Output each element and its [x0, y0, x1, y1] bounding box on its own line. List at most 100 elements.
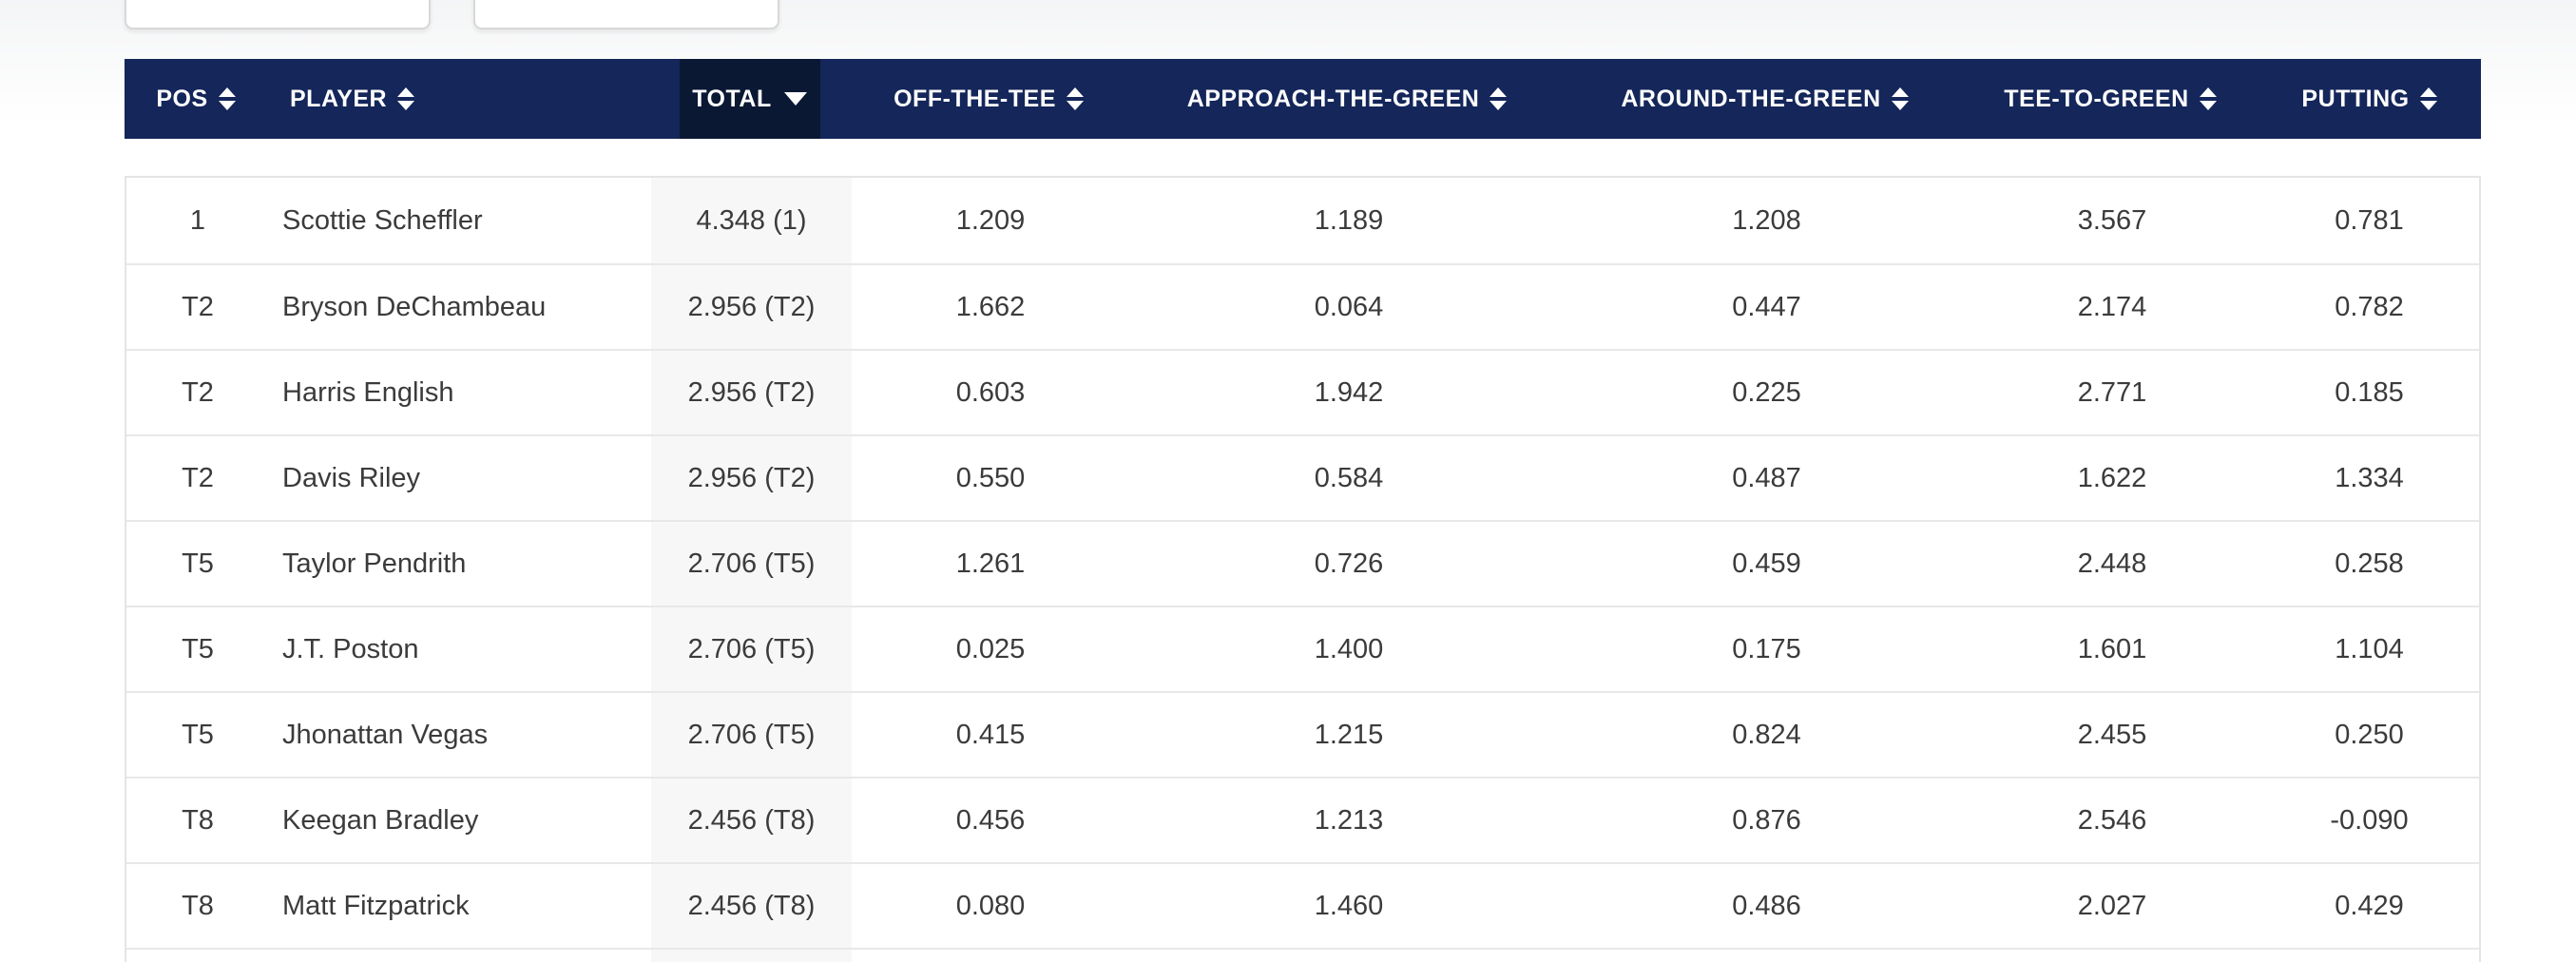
player-cell: Taylor Pendrith — [282, 548, 467, 579]
column-header-off-the-tee[interactable]: OFF-THE-TEE — [850, 59, 1127, 139]
pos-cell: T5 — [182, 719, 214, 750]
around-the-green-cell: 0.225 — [1732, 376, 1801, 408]
pos-cell: T2 — [182, 462, 214, 493]
table-row: T2 Harris English 2.956 (T2) 0.603 1.942… — [126, 349, 2479, 434]
table-body: 1 Scottie Scheffler 4.348 (1) 1.209 1.18… — [125, 176, 2481, 962]
table-row: T8 Matt Fitzpatrick 2.456 (T8) 0.080 1.4… — [126, 862, 2479, 948]
sort-arrows-icon — [1066, 87, 1084, 110]
tee-to-green-cell: 2.174 — [2077, 291, 2147, 322]
approach-the-green-cell: 1.189 — [1314, 204, 1384, 236]
around-the-green-cell: 0.824 — [1732, 719, 1801, 750]
pos-cell: 1 — [189, 204, 206, 236]
around-the-green-cell: 1.208 — [1732, 204, 1801, 236]
player-cell: Bryson DeChambeau — [282, 291, 547, 322]
tee-to-green-cell: 3.567 — [2077, 204, 2147, 236]
column-header-tee-to-green[interactable]: TEE-TO-GREEN — [1963, 59, 2258, 139]
pos-cell: T2 — [182, 291, 214, 322]
approach-the-green-cell: 1.942 — [1314, 376, 1384, 408]
table-row: 1 Scottie Scheffler 4.348 (1) 1.209 1.18… — [126, 178, 2479, 263]
approach-the-green-cell: 0.584 — [1314, 462, 1384, 493]
column-header-putting-label: PUTTING — [2301, 85, 2410, 112]
player-cell: Harris English — [282, 376, 454, 408]
pos-cell: T2 — [182, 376, 214, 408]
off-the-tee-cell: 0.456 — [955, 804, 1026, 836]
column-header-approach-the-green[interactable]: APPROACH-THE-GREEN — [1127, 59, 1567, 139]
off-the-tee-cell: 1.209 — [955, 204, 1026, 236]
total-cell: 2.706 (T5) — [651, 522, 852, 606]
sort-arrows-icon — [2199, 87, 2217, 110]
table-header-row: POS PLAYER TOTAL OFF-THE-TEE APPROACH-TH… — [125, 59, 2481, 139]
total-cell: 2.956 (T2) — [651, 351, 852, 434]
column-header-total-label: TOTAL — [692, 85, 772, 112]
approach-the-green-cell: 0.726 — [1314, 548, 1384, 579]
around-the-green-cell — [1568, 950, 1965, 962]
off-the-tee-cell — [852, 950, 1129, 962]
approach-the-green-cell — [1129, 950, 1568, 962]
player-cell: Scottie Scheffler — [282, 204, 483, 236]
player-cell: Matt Fitzpatrick — [282, 890, 470, 921]
total-cell — [651, 950, 852, 962]
pos-cell: T5 — [182, 548, 214, 579]
putting-cell: 1.334 — [2335, 462, 2404, 493]
putting-cell: 0.258 — [2335, 548, 2404, 579]
tee-to-green-cell: 2.448 — [2077, 548, 2147, 579]
column-header-player[interactable]: PLAYER — [267, 59, 649, 139]
total-cell: 2.456 (T8) — [651, 779, 852, 862]
column-header-player-label: PLAYER — [290, 85, 388, 112]
player-cell: Davis Riley — [282, 462, 421, 493]
pos-cell — [126, 950, 269, 962]
putting-cell: 0.782 — [2335, 291, 2404, 322]
off-the-tee-cell: 0.550 — [955, 462, 1026, 493]
total-cell: 4.348 (1) — [651, 178, 852, 263]
approach-the-green-cell: 0.064 — [1314, 291, 1384, 322]
pos-cell: T8 — [182, 890, 214, 921]
around-the-green-cell: 0.459 — [1732, 548, 1801, 579]
putting-cell: 0.781 — [2335, 204, 2404, 236]
column-header-around-the-green-label: AROUND-THE-GREEN — [1621, 85, 1881, 112]
total-cell: 2.706 (T5) — [651, 607, 852, 691]
tee-to-green-cell: 2.455 — [2077, 719, 2147, 750]
off-the-tee-cell: 0.603 — [955, 376, 1026, 408]
table-row: T5 J.T. Poston 2.706 (T5) 0.025 1.400 0.… — [126, 606, 2479, 691]
player-cell: Keegan Bradley — [282, 804, 479, 836]
off-the-tee-cell: 1.261 — [955, 548, 1026, 579]
approach-the-green-cell: 1.460 — [1314, 890, 1384, 921]
pos-cell: T5 — [182, 633, 214, 664]
sort-arrows-icon — [1891, 87, 1909, 110]
column-header-total[interactable]: TOTAL — [649, 59, 850, 139]
putting-cell: 1.104 — [2335, 633, 2404, 664]
column-header-around-the-green[interactable]: AROUND-THE-GREEN — [1567, 59, 1963, 139]
tee-to-green-cell: 2.027 — [2077, 890, 2147, 921]
putting-cell: 0.250 — [2335, 719, 2404, 750]
around-the-green-cell: 0.876 — [1732, 804, 1801, 836]
sorted-column-button[interactable]: TOTAL — [679, 59, 820, 139]
column-header-tee-to-green-label: TEE-TO-GREEN — [2004, 85, 2189, 112]
sort-arrows-icon — [397, 87, 415, 110]
tee-to-green-cell: 2.546 — [2077, 804, 2147, 836]
approach-the-green-cell: 1.400 — [1314, 633, 1384, 664]
column-header-pos[interactable]: POS — [125, 59, 267, 139]
table-row-partial — [126, 948, 2479, 962]
total-cell: 2.956 (T2) — [651, 265, 852, 349]
column-header-putting[interactable]: PUTTING — [2258, 59, 2481, 139]
filter-dropdown-2[interactable] — [473, 0, 779, 29]
off-the-tee-cell: 0.415 — [955, 719, 1026, 750]
around-the-green-cell: 0.175 — [1732, 633, 1801, 664]
tee-to-green-cell: 1.601 — [2077, 633, 2147, 664]
around-the-green-cell: 0.447 — [1732, 291, 1801, 322]
around-the-green-cell: 0.487 — [1732, 462, 1801, 493]
total-cell: 2.456 (T8) — [651, 864, 852, 948]
putting-cell: 0.429 — [2335, 890, 2404, 921]
putting-cell: 0.185 — [2335, 376, 2404, 408]
putting-cell: -0.090 — [2330, 804, 2409, 836]
filter-dropdown-1[interactable] — [125, 0, 431, 29]
column-header-pos-label: POS — [156, 85, 208, 112]
around-the-green-cell: 0.486 — [1732, 890, 1801, 921]
approach-the-green-cell: 1.215 — [1314, 719, 1384, 750]
tee-to-green-cell: 2.771 — [2077, 376, 2147, 408]
player-cell — [269, 950, 651, 962]
off-the-tee-cell: 1.662 — [955, 291, 1026, 322]
sort-arrows-icon — [218, 87, 236, 110]
player-cell: Jhonattan Vegas — [282, 719, 489, 750]
